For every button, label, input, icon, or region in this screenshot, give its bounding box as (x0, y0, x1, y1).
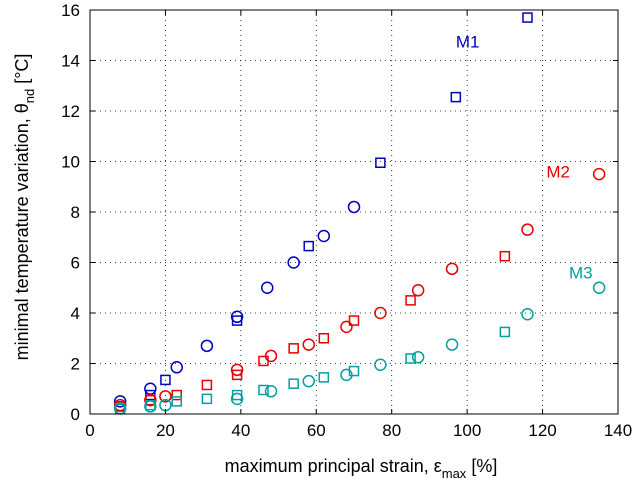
data-point-square (405, 295, 416, 306)
data-point-square (258, 384, 269, 396)
data-point-circle (592, 167, 606, 181)
data-point-square (171, 389, 182, 401)
y-tick-label: 14 (61, 52, 80, 71)
data-point-circle (264, 385, 278, 398)
data-point-circle (261, 281, 274, 294)
y-tick-label: 12 (61, 102, 80, 121)
x-tick-label: 140 (604, 421, 632, 440)
data-point-square (405, 353, 416, 364)
data-point-square (348, 315, 360, 326)
x-axis-label: maximum principal strain, εmax [%] (225, 456, 498, 481)
data-point-circle (287, 256, 300, 269)
annotation-m3: M3 (569, 264, 593, 283)
data-point-square (171, 396, 182, 407)
data-point-circle (374, 306, 387, 320)
data-point-square (201, 379, 213, 391)
y-tick-label: 6 (71, 254, 80, 273)
data-point-circle (302, 338, 315, 351)
y-axis-label-main: minimal temperature variation, θ (12, 103, 32, 360)
data-point-square (348, 365, 360, 377)
data-point-circle (411, 284, 425, 297)
data-point-circle (347, 200, 361, 214)
data-point-square (231, 315, 243, 326)
x-tick-label: 20 (156, 421, 175, 440)
series-m1-circle (113, 200, 361, 408)
x-tick-label: 120 (528, 421, 556, 440)
y-tick-label: 2 (71, 355, 80, 374)
data-point-circle (144, 393, 157, 407)
data-marks (113, 12, 606, 415)
data-point-circle (230, 363, 244, 377)
data-point-circle (445, 262, 459, 276)
x-axis-label-unit: [%] (466, 456, 497, 476)
data-point-circle (200, 339, 214, 353)
data-point-square (303, 240, 314, 252)
x-tick-label: 60 (307, 421, 326, 440)
y-axis-label-unit: [°C] (12, 54, 32, 89)
y-tick-label: 16 (61, 1, 80, 20)
data-point-square (288, 378, 299, 389)
x-tick-label: 0 (85, 421, 94, 440)
x-tick-label: 40 (231, 421, 250, 440)
data-point-square (114, 403, 126, 415)
x-tick-label: 100 (453, 421, 481, 440)
data-point-square (258, 355, 269, 367)
data-point-circle (592, 281, 606, 294)
data-point-square (318, 372, 330, 383)
data-point-square (499, 326, 511, 338)
x-tick-label: 80 (382, 421, 401, 440)
data-point-circle (159, 390, 172, 403)
data-point-circle (317, 229, 331, 243)
data-point-square (375, 157, 386, 169)
data-point-circle (521, 223, 534, 236)
series-m3-square (114, 326, 511, 415)
data-point-circle (230, 392, 244, 406)
x-axis-label-main: maximum principal strain, ε (225, 456, 442, 476)
series-m2-circle (113, 167, 606, 412)
y-tick-label: 4 (71, 304, 80, 323)
data-point-square (450, 91, 462, 103)
y-tick-label: 10 (61, 153, 80, 172)
data-point-square (231, 389, 243, 401)
y-tick-label: 0 (71, 405, 80, 424)
data-point-circle (374, 358, 387, 372)
data-point-circle (445, 338, 459, 351)
data-point-square (145, 399, 156, 411)
y-tick-label: 8 (71, 203, 80, 222)
data-point-circle (170, 361, 183, 374)
data-point-circle (230, 310, 244, 324)
data-point-square (499, 250, 511, 262)
data-point-circle (521, 308, 534, 321)
axis-ticks: 0 20 40 60 80 100 120 140 0 2 4 6 8 10 12 14 16 (61, 1, 632, 440)
data-point-square (160, 374, 171, 386)
data-point-circle (340, 320, 353, 334)
data-point-circle (113, 395, 127, 408)
series-m1-square (114, 12, 533, 412)
data-point-circle (411, 350, 425, 364)
series-m3-circle (113, 281, 606, 415)
series-annotations: M1 M2 M3 (456, 33, 593, 283)
data-point-square (522, 12, 533, 23)
data-point-square (201, 393, 213, 405)
annotation-m1: M1 (456, 33, 480, 52)
data-point-circle (302, 374, 315, 388)
x-axis-label-sub: max (442, 466, 467, 481)
y-axis-label: minimal temperature variation, θnd [°C] (12, 54, 37, 361)
y-axis-label-sub: nd (22, 89, 37, 103)
data-point-square (288, 343, 299, 354)
data-point-square (318, 333, 330, 344)
series-m2-square (114, 250, 511, 412)
annotation-m2: M2 (546, 163, 570, 182)
grid-lines (90, 10, 618, 414)
data-point-square (231, 369, 243, 381)
